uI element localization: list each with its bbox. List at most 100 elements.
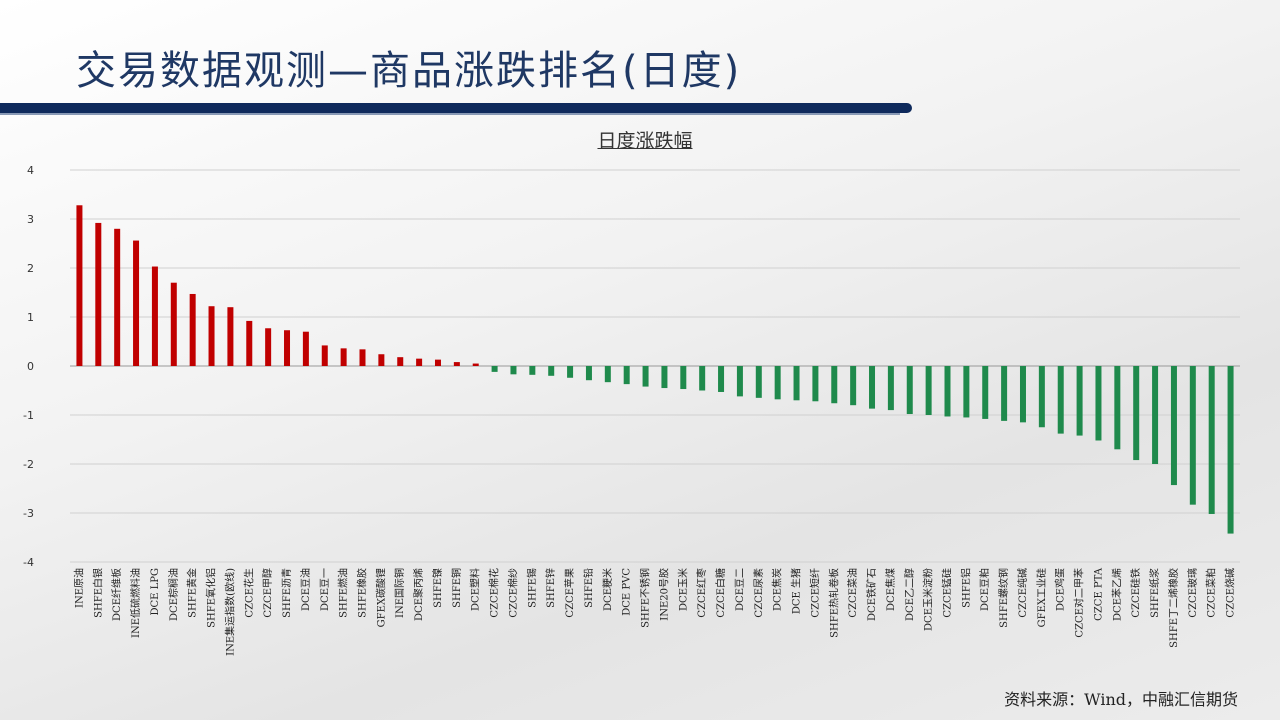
bar <box>1038 366 1045 428</box>
x-tick-label: INE20号胶 <box>657 568 670 621</box>
bar <box>265 328 272 366</box>
bar <box>755 366 762 398</box>
bar <box>604 366 611 383</box>
x-tick-label: SHFE丁二烯橡胶 <box>1167 568 1180 648</box>
y-tick-label: 0 <box>27 360 34 373</box>
bar <box>133 240 140 366</box>
x-tick-label: GFEX碳酸锂 <box>374 568 387 627</box>
bar <box>491 366 498 372</box>
y-tick-label: -3 <box>23 507 34 520</box>
y-tick-label: -4 <box>23 556 34 569</box>
bar <box>472 363 479 366</box>
bar <box>1227 366 1234 534</box>
bar <box>76 205 83 366</box>
source-note: 资料来源：Wind，中融汇信期货 <box>1004 690 1238 709</box>
y-tick-label: -2 <box>23 458 34 471</box>
x-tick-label: CZCE短纤 <box>808 568 821 618</box>
x-tick-label: DCE焦煤 <box>884 568 897 611</box>
bar <box>906 366 913 415</box>
x-tick-label: DCE聚丙烯 <box>412 568 425 621</box>
x-tick-label: DCE纤维板 <box>110 568 123 621</box>
x-tick-label: CZCE花生 <box>242 568 255 618</box>
bar <box>944 366 951 417</box>
bar <box>1057 366 1064 434</box>
x-tick-label: SHFE锌 <box>544 568 557 608</box>
chart-title: 日度涨跌幅 <box>597 130 693 152</box>
x-tick-label: CZCE锰硅 <box>941 568 954 618</box>
bar <box>170 282 177 366</box>
x-tick-label: DCE鸡蛋 <box>1054 568 1067 611</box>
x-tick-label: SHFE螺纹钢 <box>997 568 1010 628</box>
bar <box>359 349 366 366</box>
x-tick-label: DCE塑料 <box>469 568 482 611</box>
x-tick-label: CZCE甲醇 <box>261 568 274 618</box>
bar <box>982 366 989 419</box>
bar <box>793 366 800 401</box>
x-tick-label: DCE铁矿石 <box>865 568 878 621</box>
bar <box>774 366 781 400</box>
x-tick-label: SHFE热轧卷板 <box>827 568 840 638</box>
bar <box>1019 366 1026 423</box>
x-tick-label: DCE苯乙烯 <box>1110 568 1123 621</box>
bar <box>321 345 328 366</box>
x-tick-label: SHFE铅 <box>582 568 595 608</box>
x-tick-label: SHFE纸浆 <box>1148 568 1161 618</box>
bar <box>378 354 385 366</box>
bar-chart: 4 3 2 1 0 -1 -2 -3 -4 INE原油 SHFE白银 DCE纤维板 INE低硫燃料油 DC… <box>23 164 1240 656</box>
bar <box>887 366 894 411</box>
bar <box>661 366 668 389</box>
x-tick-label: CZCE棉纱 <box>506 568 519 618</box>
bar <box>623 366 630 385</box>
x-tick-label: DCE乙二醇 <box>903 568 916 621</box>
bar <box>95 222 102 366</box>
x-tick-label: CZCE纯碱 <box>1016 568 1029 618</box>
chart-area: 日度涨跌幅 4 3 2 1 0 -1 -2 -3 -4 INE原油 SHFE白银 DCE纤维板 INE低… <box>0 120 1280 680</box>
x-tick-label: CZCE菜油 <box>846 568 859 618</box>
x-tick-label: DCE LPG <box>150 568 161 616</box>
title-underline-line <box>0 113 900 115</box>
x-tick-label: CZCE PTA <box>1093 567 1104 621</box>
bar <box>718 366 725 392</box>
bar <box>1208 366 1215 514</box>
x-tick-label: DCE粳米 <box>601 568 614 611</box>
bar <box>567 366 574 378</box>
x-tick-label: INE集运指数(欧线) <box>223 568 236 656</box>
x-tick-label: SHFE锡 <box>525 568 538 608</box>
x-tick-label: CZCE苹果 <box>563 568 576 618</box>
bar <box>302 331 309 366</box>
bar <box>246 320 253 366</box>
x-tick-label: SHFE橡胶 <box>356 568 369 618</box>
title-underline-bar <box>0 103 912 113</box>
bar <box>1095 366 1102 441</box>
bar <box>548 366 555 376</box>
y-tick-label: 1 <box>27 311 34 324</box>
x-tick-label: DCE玉米 <box>676 568 689 611</box>
y-tick-label: 2 <box>27 262 34 275</box>
bar <box>453 362 460 366</box>
bar <box>925 366 932 415</box>
y-tick-label: 4 <box>27 164 34 177</box>
bar <box>736 366 743 397</box>
x-tick-label: DCE玉米淀粉 <box>922 568 935 631</box>
x-tick-label: CZCE尿素 <box>752 568 765 618</box>
x-tick-label: SHFE不锈钢 <box>639 568 652 628</box>
x-tick-label: CZCE白糖 <box>714 568 727 618</box>
bar <box>1133 366 1140 461</box>
x-tick-label: CZCE硅铁 <box>1129 568 1142 618</box>
bar <box>642 366 649 387</box>
x-tick-label: CZCE红枣 <box>695 568 708 618</box>
bar <box>284 330 291 366</box>
bar <box>1076 366 1083 436</box>
bar <box>1189 366 1196 505</box>
bar <box>1170 366 1177 486</box>
bar <box>812 366 819 402</box>
y-tick-label: 3 <box>27 213 34 226</box>
x-tick-label: DCE豆粕 <box>978 568 991 611</box>
bar <box>434 359 441 366</box>
x-tick-label: SHFE燃油 <box>337 568 350 618</box>
bar <box>963 366 970 418</box>
bar <box>397 357 404 366</box>
x-tick-label: CZCE烧碱 <box>1224 568 1237 618</box>
bar <box>1152 366 1159 464</box>
x-tick-label: DCE豆一 <box>319 568 331 611</box>
